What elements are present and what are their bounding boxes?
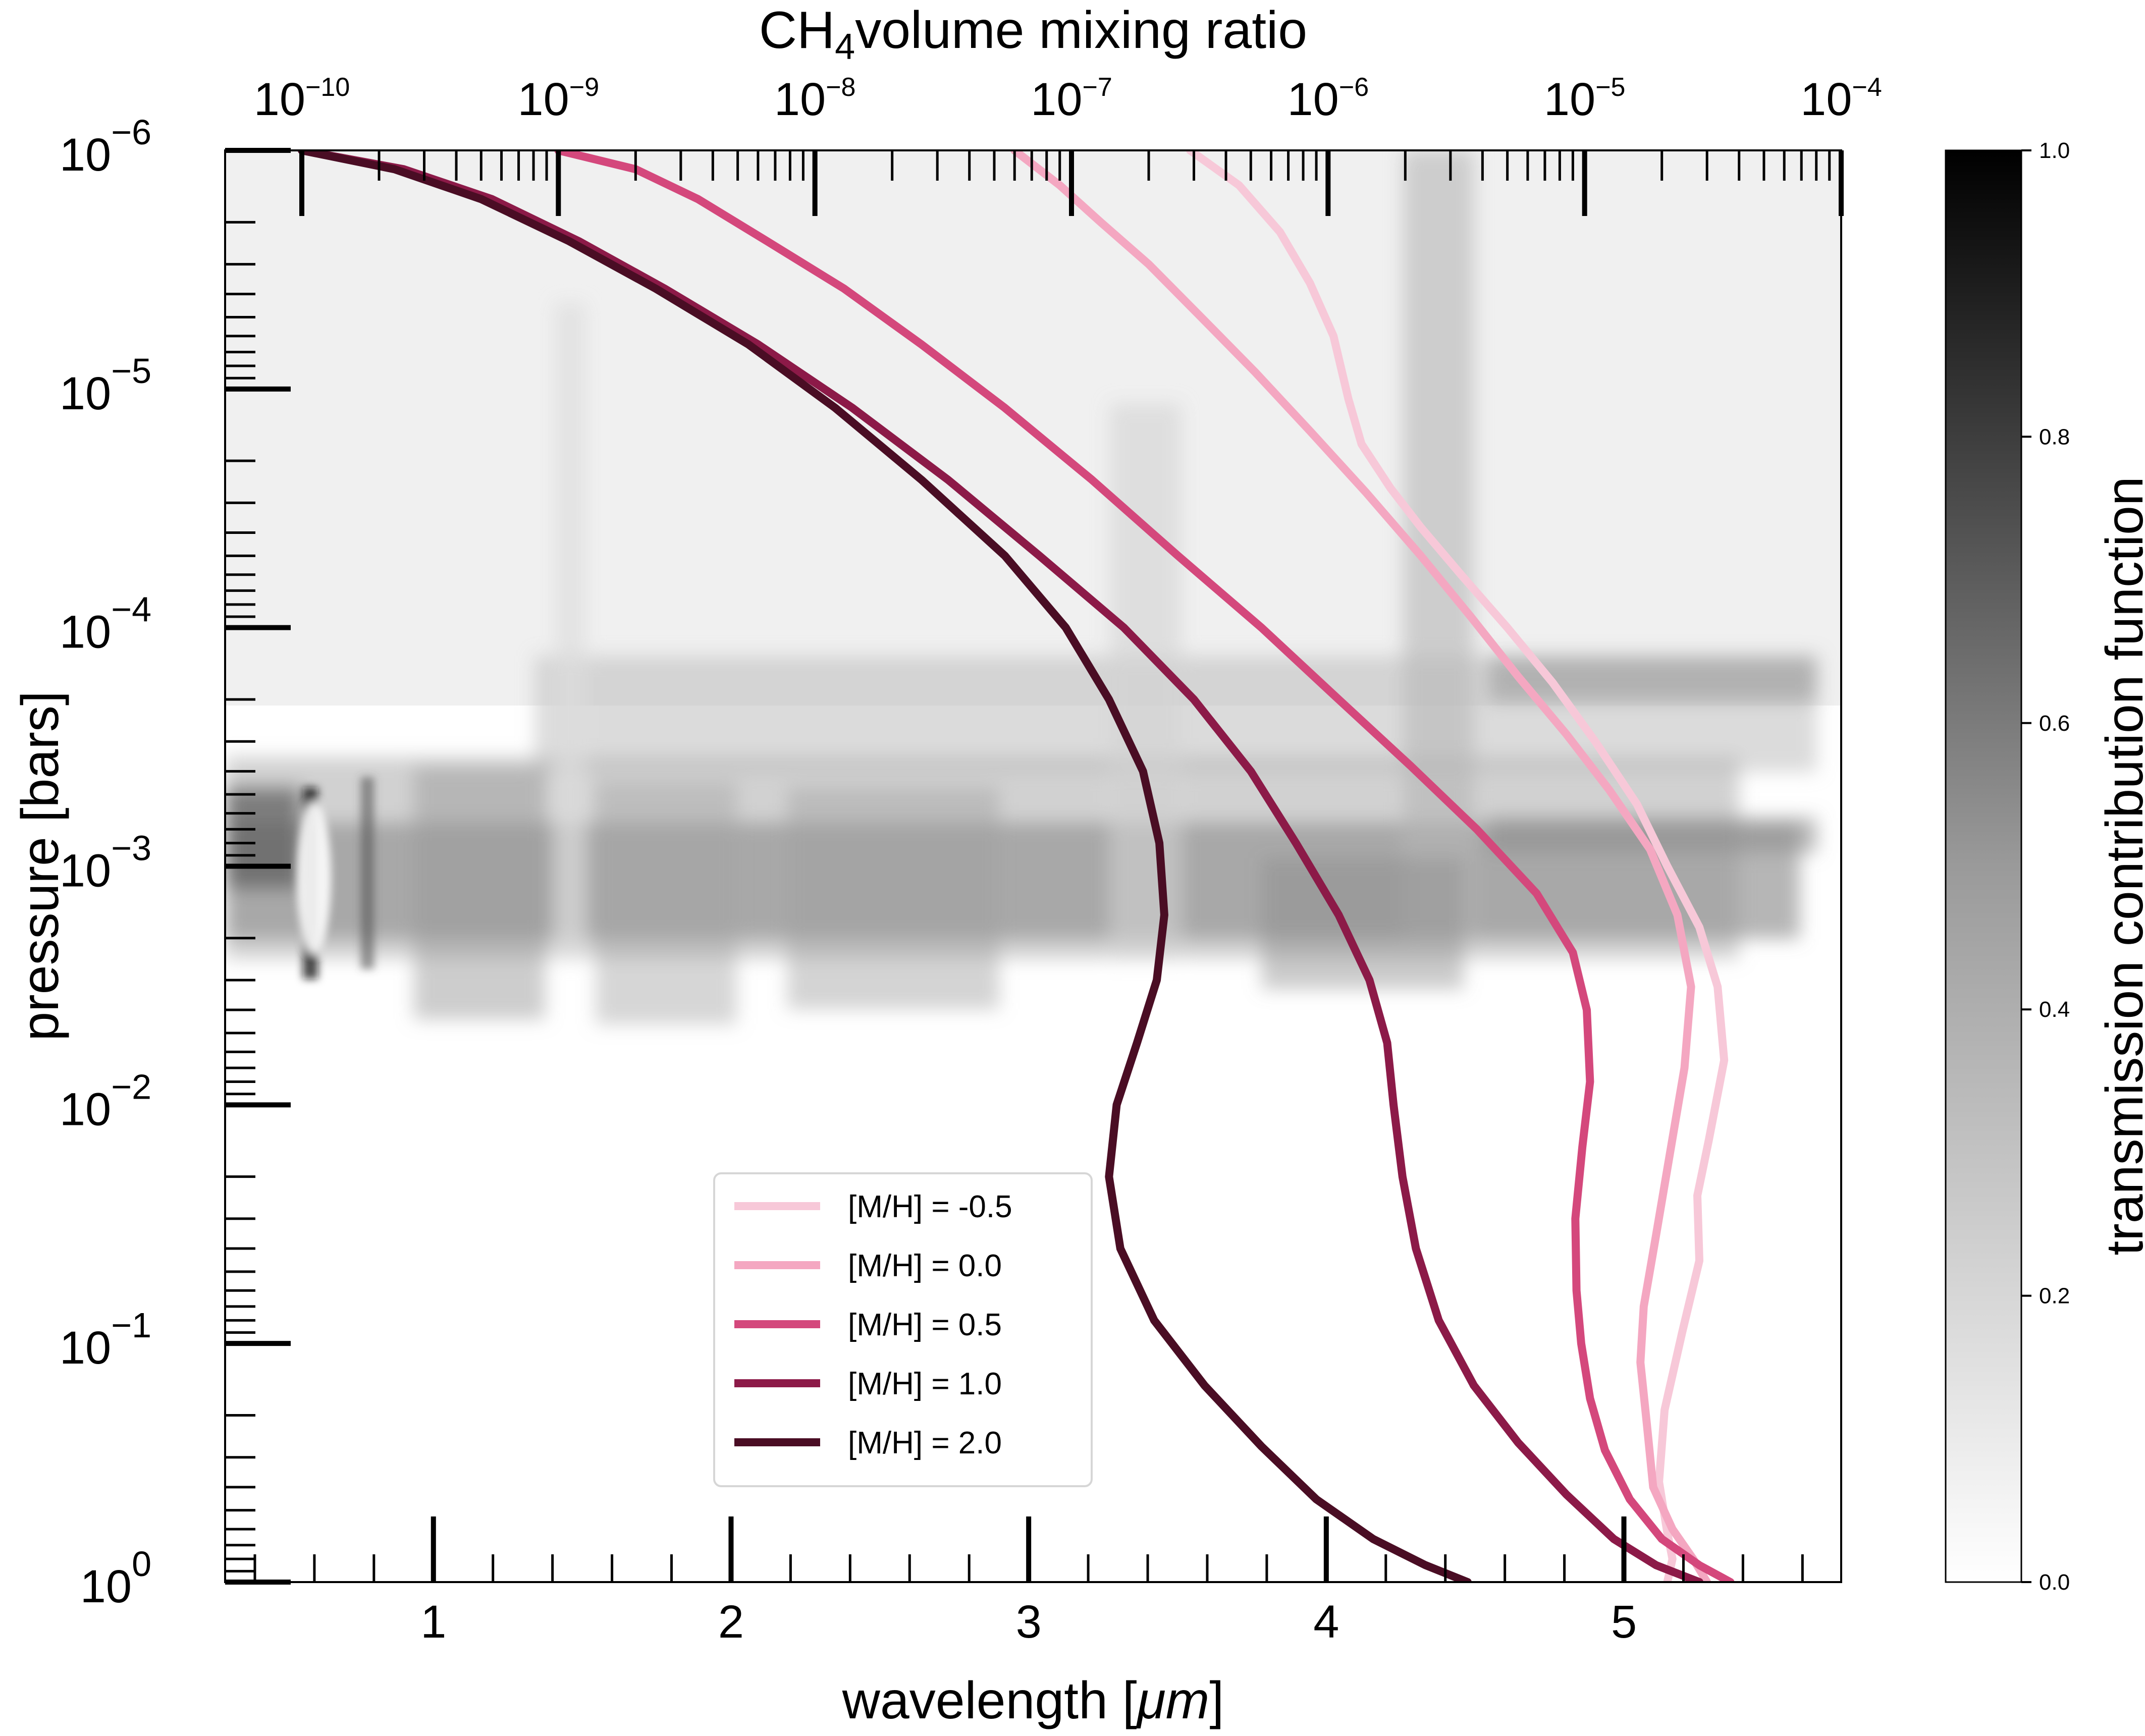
colorbar-title: transmission contribution function: [2096, 476, 2145, 1255]
top-tick-label: 10−4: [1800, 73, 1882, 125]
top-tick-label: 10−9: [518, 73, 600, 125]
series-line-2: [554, 150, 1735, 1582]
colorbar-tick-label: 0.6: [2039, 711, 2070, 736]
colorbar-gradient: [1945, 149, 2022, 1583]
legend-entries: [M/H] = -0.5 [M/H] = 0.0 [M/H] = 0.5 [M/H] …: [734, 1189, 1012, 1460]
legend-label: [M/H] = 0.0: [848, 1249, 1002, 1283]
series-layer: [298, 150, 1735, 1582]
legend: [M/H] = -0.5 [M/H] = 0.0 [M/H] = 0.5 [M/H] …: [713, 1172, 1093, 1487]
colorbar-ticks: 0.0 0.2 0.4 0.6 0.8 1.0: [2021, 138, 2070, 1595]
series-line-4: [298, 150, 1472, 1582]
top-tick-label: 10−10: [254, 73, 350, 125]
legend-box: [713, 1172, 1093, 1487]
top-tick-label: 10−6: [1288, 73, 1369, 125]
legend-label: [M/H] = 0.5: [848, 1308, 1002, 1342]
legend-label: [M/H] = -0.5: [848, 1189, 1012, 1224]
colorbar: 0.0 0.2 0.4 0.6 0.8 1.0 transmission contribu…: [1945, 138, 2145, 1595]
x-tick-label: 2: [718, 1596, 744, 1648]
legend-label: [M/H] = 1.0: [848, 1367, 1002, 1401]
x-tick-label: 3: [1016, 1596, 1042, 1648]
y-tick-label: 100: [80, 1544, 151, 1612]
x-axis-title: wavelength [μm]: [842, 1671, 1224, 1730]
colorbar-tick-label: 0.4: [2039, 997, 2070, 1022]
series-line-0: [1186, 150, 1729, 1582]
colorbar-tick-label: 0.2: [2039, 1284, 2070, 1309]
top-tick-label: 10−5: [1544, 73, 1626, 125]
y-tick-label: 10−6: [60, 113, 151, 181]
y-tick-label: 10−2: [60, 1067, 151, 1135]
y-tick-label: 10−5: [60, 351, 151, 419]
top-tick-label: 10−7: [1031, 73, 1112, 125]
x-tick-label: 1: [420, 1596, 446, 1648]
colorbar-tick-label: 0.8: [2039, 424, 2070, 449]
ticks-layer: 1 2 3 4 5 10−10 10−9 10−8 10−7 10−6 10−5 10−4 10−6 10…: [60, 73, 1882, 1648]
y-tick-label: 10−4: [60, 590, 151, 658]
legend-label: [M/H] = 2.0: [848, 1426, 1002, 1460]
y-tick-label: 10−1: [60, 1306, 151, 1374]
x-tick-label: 5: [1611, 1596, 1637, 1648]
y-tick-label: 10−3: [60, 829, 151, 897]
series-line-1: [1010, 150, 1711, 1582]
x-tick-label: 4: [1313, 1596, 1339, 1648]
series-line-3: [298, 150, 1703, 1582]
top-tick-label: 10−8: [774, 73, 856, 125]
top-axis-title: CH4volume mixing ratio: [759, 1, 1307, 67]
y-axis-title: pressure [bars]: [11, 691, 70, 1041]
colorbar-tick-label: 0.0: [2039, 1570, 2070, 1595]
colorbar-tick-label: 1.0: [2039, 138, 2070, 163]
